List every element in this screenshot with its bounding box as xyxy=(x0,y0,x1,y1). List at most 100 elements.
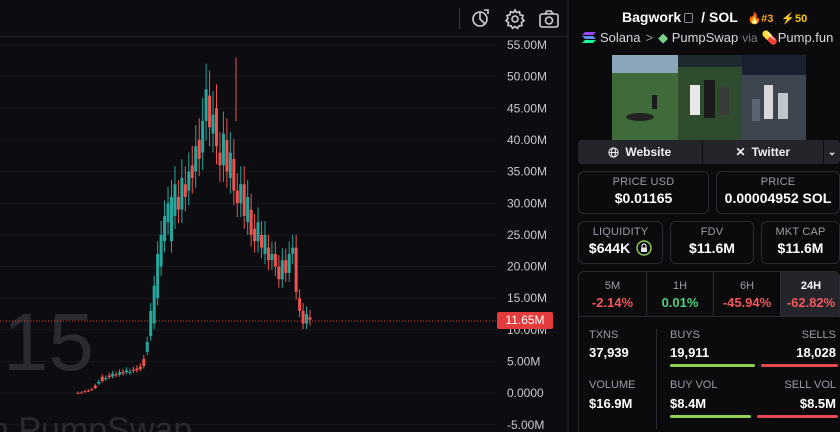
y-axis-tick-label: 0.0000 xyxy=(507,386,544,400)
candle-body xyxy=(156,253,160,299)
social-links-row: Website ✕ Twitter ⌄ xyxy=(578,140,840,164)
candle-body xyxy=(232,158,236,191)
more-links-dropdown[interactable]: ⌄ xyxy=(824,140,840,164)
tab-24h[interactable]: 24H -62.82% xyxy=(781,272,839,316)
candle-body xyxy=(204,89,208,121)
candle-body xyxy=(118,372,122,375)
market-cap-value: $11.6M xyxy=(777,240,824,256)
fdv-label: FDV xyxy=(700,226,724,238)
candle-body xyxy=(305,314,309,324)
website-button[interactable]: Website xyxy=(578,140,702,164)
price-chart-panel[interactable]: ,15 n PumpSwap 55.00M 50.00M 45.00M 40.00M 3… xyxy=(0,0,567,432)
camera-icon[interactable] xyxy=(537,7,561,31)
chevron-down-icon: ⌄ xyxy=(827,146,837,158)
copy-icon[interactable] xyxy=(684,13,694,23)
buy-volume-label: BUY VOL xyxy=(670,379,718,391)
tab-6h[interactable]: 6H -45.94% xyxy=(714,272,781,316)
toolbar-separator xyxy=(459,8,460,29)
buy-volume-ratio-bar xyxy=(670,415,751,418)
candle-body xyxy=(79,392,83,394)
settings-gear-icon[interactable] xyxy=(503,7,527,31)
trending-rank-badge[interactable]: 🔥#3 xyxy=(747,13,774,25)
launchpad-link[interactable]: Pump.fun xyxy=(777,30,834,45)
website-label: Website xyxy=(625,145,672,159)
buy-volume-value: $8.4M xyxy=(670,396,707,411)
candle-body xyxy=(194,146,198,172)
candle-body xyxy=(128,371,132,373)
candle-body xyxy=(83,391,87,393)
divider xyxy=(656,329,657,429)
candle-body xyxy=(76,392,80,394)
candlestick-chart[interactable]: ,15 n PumpSwap 55.00M 50.00M 45.00M 40.00M 3… xyxy=(0,37,567,432)
candle-body xyxy=(287,253,291,273)
candle-body xyxy=(263,234,267,254)
candle-body xyxy=(294,247,298,292)
chart-watermark-dex: n PumpSwap xyxy=(0,411,192,432)
fdv-box: FDV $11.6M xyxy=(670,221,754,264)
y-axis-tick-label: 15.00M xyxy=(507,291,547,305)
liquidity-value: $644K xyxy=(588,240,631,256)
buys-label: BUYS xyxy=(670,329,700,341)
candle-body xyxy=(93,385,97,389)
price-usd-box: PRICE USD $0.01165 xyxy=(578,171,709,214)
chart-watermark-symbol: ,15 xyxy=(0,297,94,388)
market-cap-box: MKT CAP $11.6M xyxy=(761,221,840,264)
candle-body xyxy=(284,260,288,273)
chain-link[interactable]: Solana xyxy=(600,30,641,45)
candle-body xyxy=(107,375,111,378)
chevron-right-icon: > xyxy=(645,30,654,45)
fdv-value: $11.6M xyxy=(689,240,735,256)
candle-body xyxy=(152,285,156,324)
sell-volume-label: SELL VOL xyxy=(784,379,836,391)
candle-body xyxy=(280,260,284,280)
candle-body xyxy=(142,358,146,366)
tab-1h[interactable]: 1H 0.01% xyxy=(647,272,714,316)
candle-body xyxy=(121,371,125,374)
candle-body xyxy=(308,317,312,320)
current-price-tag: 11.65M xyxy=(497,312,553,329)
tab-5m-change: -2.14% xyxy=(591,295,634,310)
candle-body xyxy=(187,171,191,191)
candle-body xyxy=(249,209,253,235)
dex-link[interactable]: PumpSwap xyxy=(671,30,739,45)
tab-24h-change: -62.82% xyxy=(786,295,836,310)
replay-icon[interactable] xyxy=(469,7,493,31)
candle-body xyxy=(145,341,149,353)
price-usd-label: PRICE USD xyxy=(612,176,675,188)
tab-1h-label: 1H xyxy=(672,280,688,292)
price-usd-value: $0.01165 xyxy=(614,190,673,206)
candle-body xyxy=(301,310,305,324)
candle-body xyxy=(183,184,187,197)
candle-body xyxy=(97,381,101,384)
market-cap-label: MKT CAP xyxy=(775,226,826,238)
candle-body xyxy=(90,389,94,391)
y-axis-tick-label: 55.00M xyxy=(507,38,547,52)
candle-body xyxy=(163,215,167,242)
sells-ratio-bar xyxy=(761,364,838,367)
candle-body xyxy=(131,369,135,371)
lock-icon[interactable] xyxy=(636,240,652,256)
candle-body xyxy=(256,222,260,242)
tab-6h-change: -45.94% xyxy=(722,295,772,310)
y-axis-tick-label: 45.00M xyxy=(507,101,547,115)
candle-body xyxy=(197,139,201,159)
candle-body xyxy=(218,152,222,166)
candle-body xyxy=(260,234,264,248)
tab-6h-label: 6H xyxy=(739,280,755,292)
price-sol-value: 0.00004952 SOL xyxy=(724,190,832,206)
twitter-button[interactable]: ✕ Twitter xyxy=(702,140,824,164)
boost-badge[interactable]: ⚡50 xyxy=(781,13,808,25)
candle-body xyxy=(215,108,219,147)
transactions-panel: TXNS 37,939 BUYS 19,911 SELLS 18,028 VOL… xyxy=(578,317,840,432)
y-axis-tick-label: 20.00M xyxy=(507,260,547,274)
candle-body xyxy=(135,368,139,371)
candle-body xyxy=(221,133,225,166)
candle-body xyxy=(159,234,163,267)
panel-resize-handle[interactable] xyxy=(567,0,569,432)
candle-body xyxy=(235,190,239,204)
tab-24h-label: 24H xyxy=(800,280,822,292)
candle-body xyxy=(100,376,104,382)
candle-body xyxy=(124,370,128,373)
quote-symbol: SOL xyxy=(709,9,738,25)
tab-5m[interactable]: 5M -2.14% xyxy=(579,272,647,316)
